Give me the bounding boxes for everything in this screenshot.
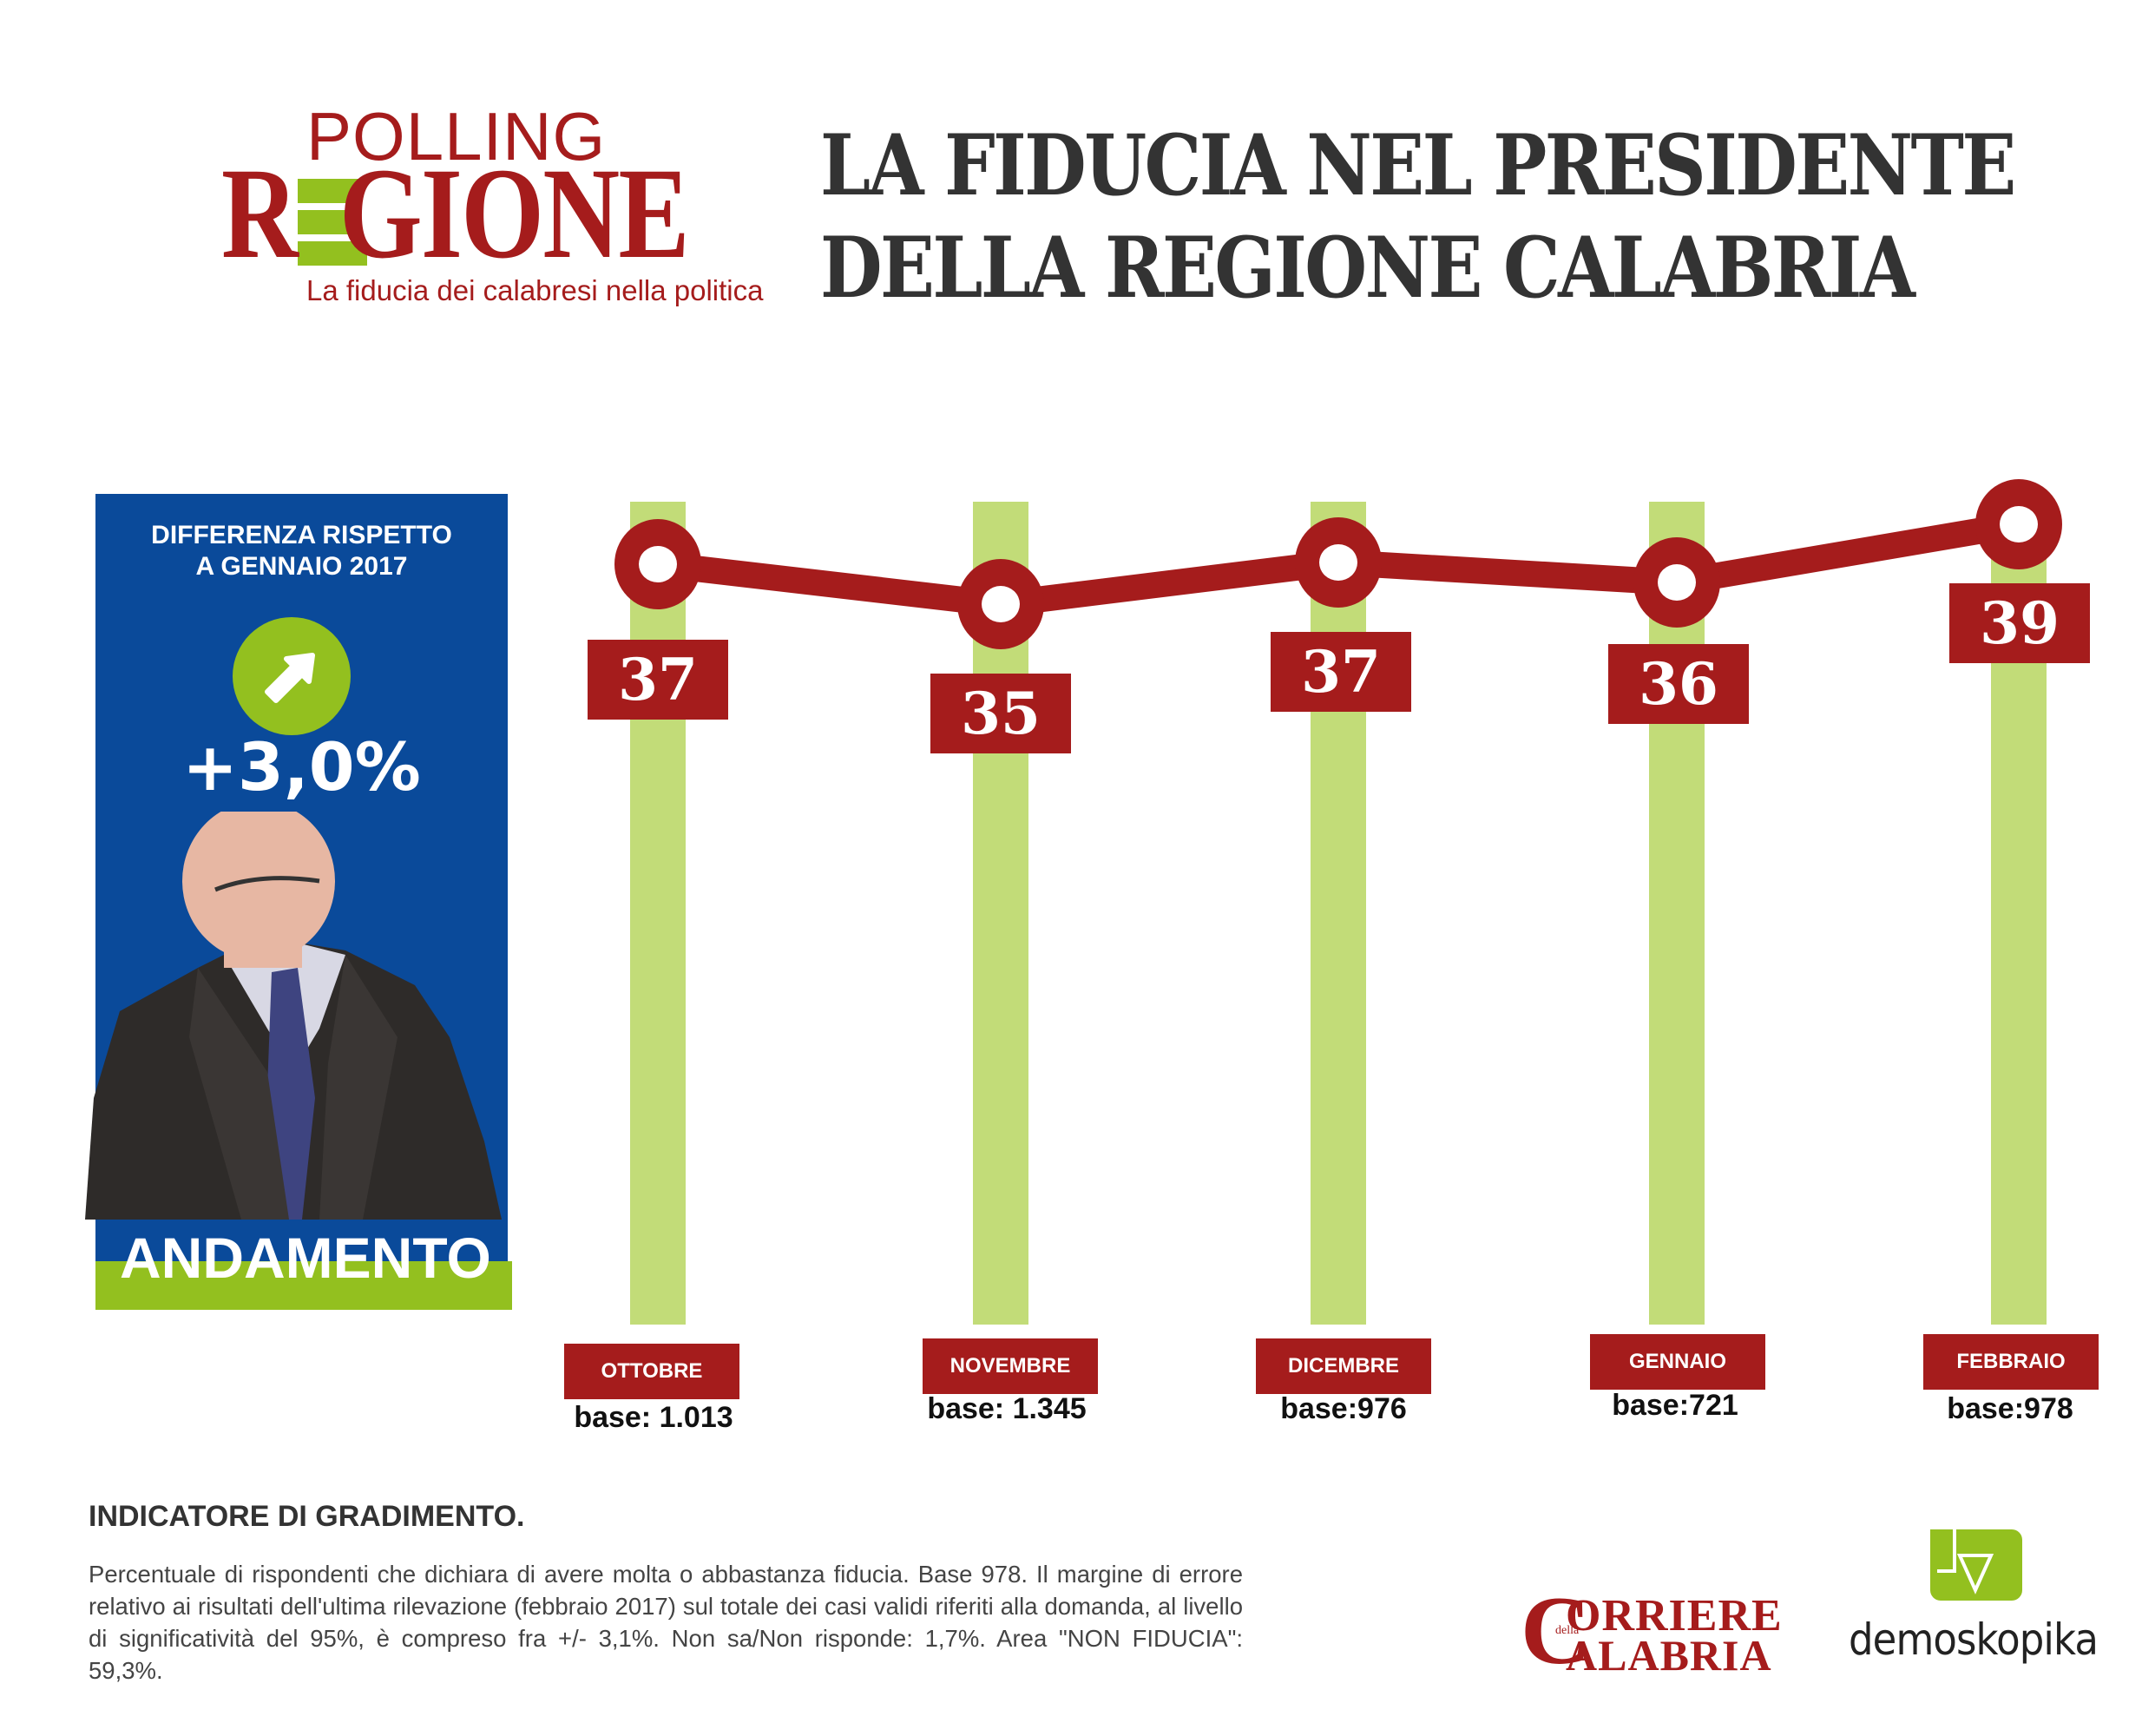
andamento-bar <box>95 1261 512 1310</box>
indicator-heading: INDICATORE DI GRADIMENTO. <box>89 1500 525 1533</box>
demoskopika-logo: demoskopika <box>1849 1529 2126 1703</box>
logo-regione-r: R <box>221 141 299 286</box>
month-label-ottobre: OTTOBRE <box>564 1344 739 1399</box>
corriere-logo-c: C <box>1521 1577 1591 1685</box>
base-label: base:721 <box>1612 1389 1738 1422</box>
logo-green-e-icon <box>298 179 367 266</box>
corriere-logo-bottom: ALABRIA <box>1566 1631 1772 1680</box>
value-label: 39 <box>1949 583 2090 663</box>
andamento-label: ANDAMENTO <box>120 1226 491 1290</box>
month-label-dicembre: DICEMBRE <box>1256 1338 1431 1394</box>
value-label: 35 <box>930 674 1071 753</box>
corriere-logo-della: della <box>1555 1624 1580 1637</box>
month-label-gennaio: GENNAIO <box>1590 1334 1765 1390</box>
methodology-note: Percentuale di rispondenti che dichiara … <box>89 1561 1243 1684</box>
delta-value: +3,0% <box>182 728 421 806</box>
president-photo <box>85 812 502 1220</box>
polling-regione-logo: POLLING R GIONE La fiducia dei calabresi… <box>221 102 777 311</box>
demoskopika-mark-icon <box>1930 1529 2022 1601</box>
logo-polling-text: POLLING <box>306 98 607 174</box>
base-label: base: 1.013 <box>574 1401 733 1434</box>
panel-heading-line-2: A GENNAIO 2017 <box>195 552 408 581</box>
demoskopika-wordmark: demoskopika <box>1849 1614 2099 1665</box>
title-line-2: DELLA REGIONE CALABRIA <box>820 219 1915 317</box>
panel-heading: DIFFERENZA RISPETTO A GENNAIO 2017 <box>95 520 508 582</box>
title-line-1: LA FIDUCIA NEL PRESIDENTE <box>820 116 2016 214</box>
logo-regione-text: R GIONE <box>221 141 765 286</box>
corriere-logo-top: ORRIERE <box>1566 1591 1783 1641</box>
data-point-marker <box>614 479 2062 649</box>
panel-heading-line-1: DIFFERENZA RISPETTO <box>151 521 452 549</box>
base-label: base:978 <box>1947 1392 2073 1425</box>
arrow-up-right-icon <box>233 617 351 735</box>
base-label: base: 1.345 <box>927 1392 1087 1425</box>
logo-tagline: La fiducia dei calabresi nella politica <box>306 274 764 306</box>
value-label: 36 <box>1608 644 1749 724</box>
logo-regione-rest: GIONE <box>339 141 690 286</box>
value-label: 37 <box>1271 632 1411 712</box>
base-label: base:976 <box>1280 1392 1407 1425</box>
month-label-novembre: NOVEMBRE <box>923 1338 1098 1394</box>
month-label-febbraio: FEBBRAIO <box>1923 1334 2099 1390</box>
page-title: LA FIDUCIA NEL PRESIDENTE DELLA REGIONE … <box>820 115 2016 319</box>
corriere-della-calabria-logo: C ORRIERE della ALABRIA <box>1521 1582 1807 1680</box>
value-label: 37 <box>588 640 728 720</box>
chart-column-bar <box>1649 502 1705 1325</box>
chart-column-bar <box>630 502 686 1325</box>
